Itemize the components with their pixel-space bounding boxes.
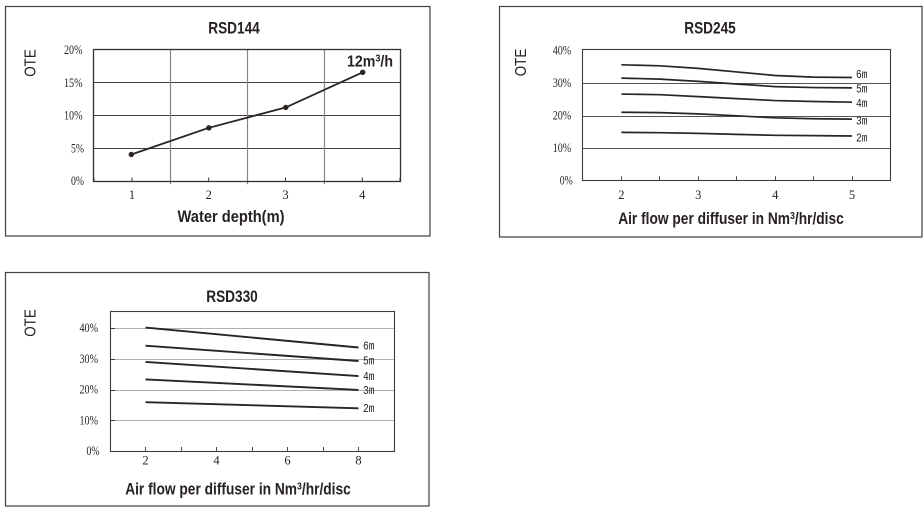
svg-text:5%: 5% bbox=[71, 141, 84, 155]
svg-text:0%: 0% bbox=[71, 174, 84, 188]
svg-text:RSD144: RSD144 bbox=[208, 20, 260, 38]
svg-text:OTE: OTE bbox=[22, 49, 39, 77]
svg-text:8: 8 bbox=[355, 454, 361, 468]
svg-text:6: 6 bbox=[284, 454, 290, 468]
svg-text:OTE: OTE bbox=[23, 309, 40, 337]
svg-text:12m3/h: 12m3/h bbox=[347, 54, 393, 71]
svg-text:5: 5 bbox=[849, 188, 855, 202]
svg-text:6m: 6m bbox=[363, 340, 375, 354]
svg-text:20%: 20% bbox=[553, 109, 572, 123]
svg-text:2m: 2m bbox=[363, 402, 375, 416]
svg-text:10%: 10% bbox=[553, 141, 572, 155]
svg-text:3m: 3m bbox=[363, 384, 375, 398]
svg-text:4m: 4m bbox=[856, 97, 868, 111]
svg-text:15%: 15% bbox=[64, 76, 83, 90]
svg-text:40%: 40% bbox=[80, 321, 99, 335]
svg-text:1: 1 bbox=[129, 188, 135, 202]
svg-text:3m: 3m bbox=[856, 114, 868, 128]
svg-text:4: 4 bbox=[359, 188, 366, 202]
svg-text:RSD245: RSD245 bbox=[684, 20, 736, 38]
svg-text:40%: 40% bbox=[553, 44, 572, 58]
svg-text:30%: 30% bbox=[80, 352, 99, 366]
svg-text:5m: 5m bbox=[363, 354, 375, 368]
svg-text:10%: 10% bbox=[64, 109, 83, 123]
svg-text:2: 2 bbox=[142, 454, 148, 468]
svg-text:6m: 6m bbox=[856, 68, 868, 82]
svg-text:2: 2 bbox=[618, 188, 624, 202]
svg-text:Air flow per diffuser in Nm3/h: Air flow per diffuser in Nm3/hr/disc bbox=[618, 210, 844, 228]
svg-text:20%: 20% bbox=[80, 383, 99, 397]
svg-text:RSD330: RSD330 bbox=[206, 288, 258, 306]
svg-text:OTE: OTE bbox=[513, 49, 530, 77]
svg-text:Air flow per diffuser in Nm3/h: Air flow per diffuser in Nm3/hr/disc bbox=[125, 480, 351, 498]
svg-text:0%: 0% bbox=[87, 444, 100, 458]
svg-text:Water depth(m): Water depth(m) bbox=[178, 208, 285, 226]
svg-text:4m: 4m bbox=[363, 370, 375, 384]
svg-text:4: 4 bbox=[213, 454, 220, 468]
svg-text:2m: 2m bbox=[856, 131, 868, 145]
svg-text:10%: 10% bbox=[80, 413, 99, 427]
svg-text:5m: 5m bbox=[856, 82, 868, 96]
svg-text:3: 3 bbox=[695, 188, 701, 202]
svg-text:30%: 30% bbox=[553, 76, 572, 90]
svg-text:2: 2 bbox=[206, 188, 212, 202]
svg-text:3: 3 bbox=[282, 188, 288, 202]
svg-text:20%: 20% bbox=[64, 43, 83, 57]
svg-text:4: 4 bbox=[772, 188, 779, 202]
svg-text:0%: 0% bbox=[560, 174, 573, 188]
